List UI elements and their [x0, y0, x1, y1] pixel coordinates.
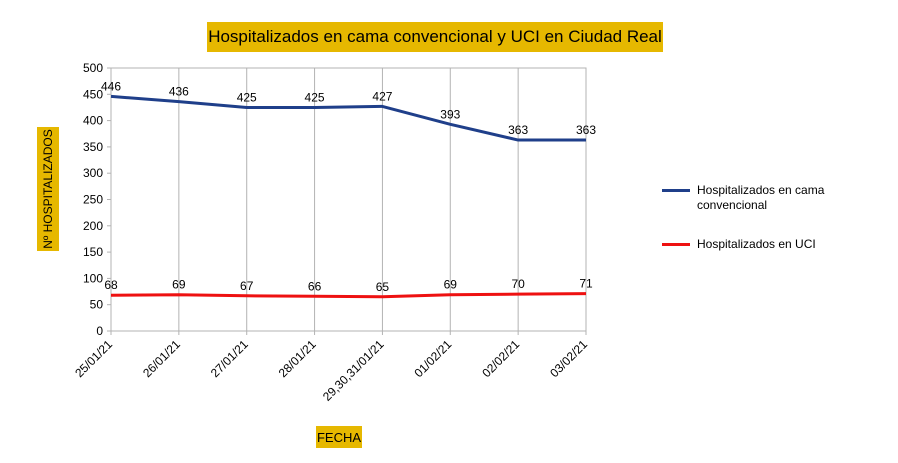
y-tick-label: 350: [83, 140, 103, 154]
y-tick-label: 250: [83, 193, 103, 207]
data-label: 70: [511, 277, 525, 291]
y-tick-label: 450: [83, 87, 103, 101]
y-tick-label: 150: [83, 245, 103, 259]
data-label: 69: [444, 278, 458, 292]
series-line-conventional: [110, 94, 586, 142]
x-axis-label-text: FECHA: [316, 429, 362, 445]
data-label: 425: [237, 90, 257, 104]
y-tick-label: 500: [83, 61, 103, 75]
data-label: 69: [172, 278, 186, 292]
data-label: 66: [308, 279, 322, 293]
data-label: 65: [376, 280, 390, 294]
y-tick-label: 400: [83, 114, 103, 128]
legend-label-conventional: Hospitalizados en cama convencional: [697, 183, 825, 212]
x-tick-label: 26/01/21: [140, 337, 183, 380]
legend-item-conventional: Hospitalizados en cama convencional: [662, 183, 872, 213]
y-tick-label: 200: [83, 219, 103, 233]
legend-label-uci: Hospitalizados en UCI: [697, 237, 816, 251]
data-label: 436: [169, 85, 189, 99]
data-label: 363: [508, 123, 528, 137]
data-label: 425: [305, 90, 325, 104]
x-tick-label: 29,30,31/01/21: [320, 337, 387, 404]
y-tick-label: 0: [96, 324, 103, 338]
chart-title-text: Hospitalizados en cama convencional y UC…: [208, 27, 662, 46]
data-label: 446: [101, 79, 121, 93]
x-axis-label: FECHA: [316, 426, 362, 448]
x-tick-label: 25/01/21: [72, 337, 115, 380]
data-label: 71: [579, 277, 593, 291]
series-line-uci: [110, 292, 587, 299]
data-label: 67: [240, 279, 254, 293]
x-tick-label: 03/02/21: [547, 337, 590, 380]
chart-title: Hospitalizados en cama convencional y UC…: [207, 22, 663, 52]
y-tick-label: 50: [90, 298, 104, 312]
x-tick-label: 01/02/21: [411, 337, 454, 380]
data-label: 393: [440, 107, 460, 121]
y-tick-label: 300: [83, 166, 103, 180]
y-axis-label: Nº HOSPITALIZADOS: [37, 127, 59, 251]
y-tick-label: 100: [83, 271, 103, 285]
data-label: 427: [372, 89, 392, 103]
data-label: 363: [576, 123, 596, 137]
legend-swatch-conventional: [662, 189, 690, 192]
data-label: 68: [104, 278, 118, 292]
legend-item-uci: Hospitalizados en UCI: [662, 237, 872, 252]
x-tick-label: 02/02/21: [479, 337, 522, 380]
x-tick-label: 28/01/21: [276, 337, 319, 380]
legend-swatch-uci: [662, 243, 690, 246]
x-tick-label: 27/01/21: [208, 337, 251, 380]
